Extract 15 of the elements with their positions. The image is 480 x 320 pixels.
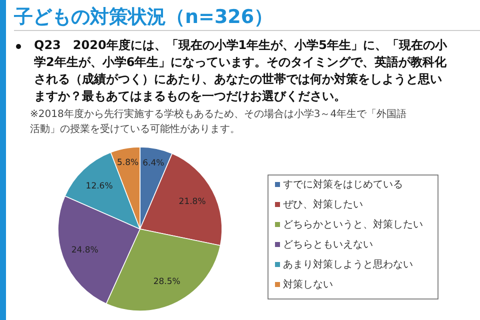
data-label: 24.8% <box>71 245 98 256</box>
data-label: 12.6% <box>86 182 113 192</box>
chart-title: 子どもの対策状況（n=326） <box>14 5 274 30</box>
data-label: 5.8% <box>117 158 139 168</box>
legend-label: 対策しない <box>283 278 333 291</box>
text: ※2018年度から先行実施する学校もあるため、その場合は小学3～4年生で「外国語活動」の授業を受けている可能性があります。 <box>30 108 408 137</box>
data-label: 21.8% <box>178 196 206 207</box>
chart-subtitle: Q23 2020年度には、「現在の小学1年生が、小学5年生」に、「現在の小学2年生が、小学6年生」になっています。そのタイミングで、英語が教科化される（成績がつく）にあたり、あなたの世帯では何か対策をしようと思いますか？最もあてはまるものを一つだけお選びください。 <box>34 37 448 105</box>
legend-label: あまり対策しようと思わない <box>283 258 413 271</box>
data-label: 6.4% <box>142 158 164 168</box>
legend-label: ぜひ、対策したい <box>283 198 363 211</box>
legend-label: すでに対策をはじめている <box>283 178 403 191</box>
data-label: 28.5% <box>153 276 180 287</box>
legend-label: どちらかというと、対策したい <box>283 218 423 231</box>
legend-label: どちらともいえない <box>283 240 373 251</box>
